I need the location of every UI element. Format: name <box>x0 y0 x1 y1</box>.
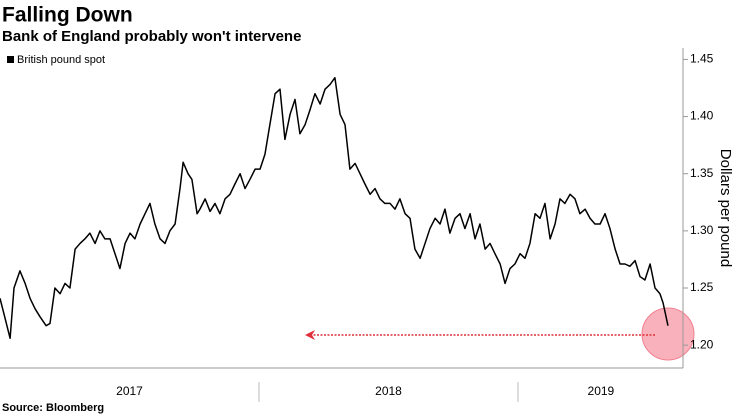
y-tick-label: 1.20 <box>690 337 714 351</box>
chart-title: Falling Down <box>2 4 133 27</box>
source: Source: Bloomberg <box>2 402 104 414</box>
price-line <box>0 76 669 340</box>
y-tick-label: 1.40 <box>690 109 714 123</box>
arrow-head <box>305 330 315 340</box>
y-tick-label: 1.25 <box>690 280 714 294</box>
x-tick-label: 2018 <box>375 384 402 398</box>
y-tick-label: 1.35 <box>690 166 714 180</box>
legend-box <box>4 50 116 70</box>
x-tick-label: 2019 <box>588 384 615 398</box>
legend-label: British pound spot <box>17 54 105 66</box>
y-axis-label: Dollars per pound <box>717 149 734 267</box>
legend-swatch <box>7 56 14 63</box>
y-tick-label: 1.45 <box>690 52 714 66</box>
x-tick-label: 2017 <box>116 384 143 398</box>
chart-subtitle: Bank of England probably won't intervene <box>2 28 301 45</box>
highlight-circle <box>641 307 695 361</box>
y-tick-label: 1.30 <box>690 223 714 237</box>
